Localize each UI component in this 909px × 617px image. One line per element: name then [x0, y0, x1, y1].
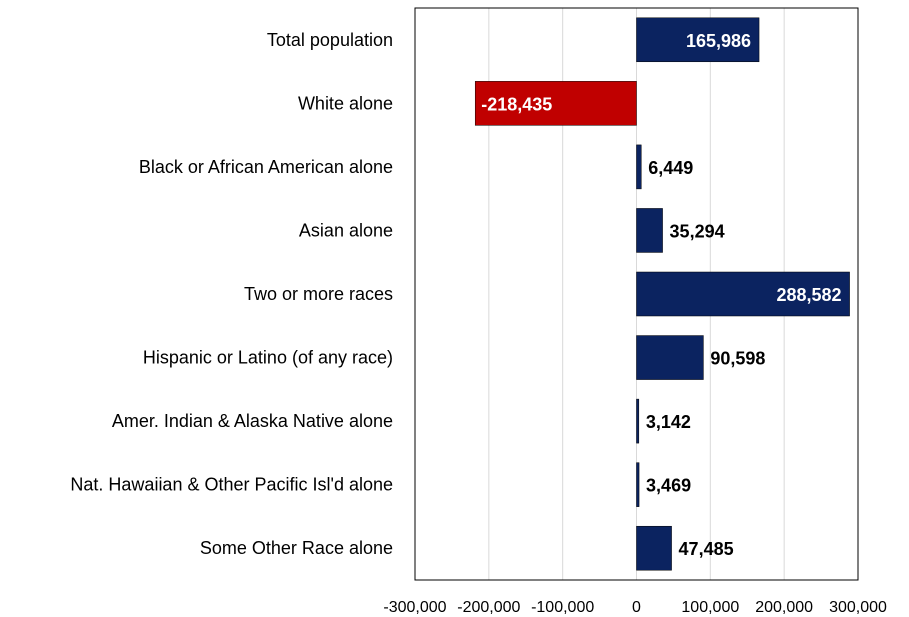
data-label: 3,469	[646, 476, 691, 496]
category-label: Nat. Hawaiian & Other Pacific Isl'd alon…	[70, 475, 393, 495]
data-label: -218,435	[481, 94, 552, 114]
bar	[636, 335, 704, 380]
category-label: Amer. Indian & Alaska Native alone	[112, 411, 393, 431]
x-axis-tick-labels: -300,000 -200,000 -100,000 0 100,000 200,000 3…	[383, 599, 887, 616]
bar	[636, 208, 663, 253]
data-label: 288,582	[776, 285, 841, 305]
x-tick-label: 200,000	[755, 599, 813, 616]
data-label: 165,986	[686, 31, 751, 51]
bar	[636, 271, 850, 317]
data-label: 6,449	[648, 158, 693, 178]
category-label: Hispanic or Latino (of any race)	[143, 348, 393, 368]
data-label: 90,598	[710, 349, 765, 369]
data-label: 3,142	[646, 412, 691, 432]
plot-area-border	[414, 7, 859, 581]
x-tick-label: -100,000	[531, 599, 594, 616]
category-label: Two or more races	[244, 284, 393, 304]
category-labels: Total population White alone Black or Afri…	[70, 30, 393, 558]
data-label: 35,294	[670, 221, 725, 241]
category-label: White alone	[298, 93, 393, 113]
bars	[474, 17, 850, 571]
bar	[636, 398, 640, 444]
bar	[636, 525, 672, 571]
category-label: Some Other Race alone	[200, 538, 393, 558]
bar	[474, 81, 637, 126]
x-tick-label: -300,000	[383, 599, 446, 616]
x-tick-label: -200,000	[457, 599, 520, 616]
bar	[636, 462, 640, 507]
category-label: Asian alone	[299, 220, 393, 240]
data-label: 47,485	[679, 539, 734, 559]
bar	[636, 144, 642, 190]
x-tick-label: 100,000	[681, 599, 739, 616]
category-label: Total population	[267, 30, 393, 50]
x-tick-label: 300,000	[829, 599, 887, 616]
bar	[636, 17, 760, 63]
category-label: Black or African American alone	[139, 157, 393, 177]
x-tick-label: 0	[632, 599, 641, 616]
data-labels: 165,986 -218,435 6,449 35,294 288,582 90,598 3…	[481, 31, 841, 559]
